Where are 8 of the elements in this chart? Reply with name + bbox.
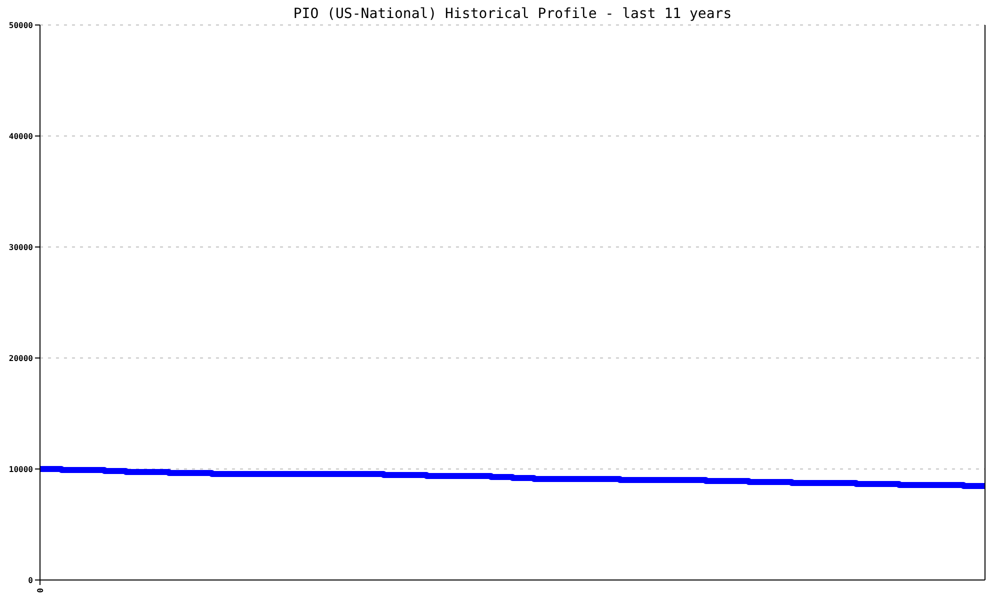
y-tick-label: 30000 [8, 242, 34, 252]
y-tick-label: 0 [28, 576, 34, 585]
y-tick-label: 50000 [8, 20, 34, 30]
y-tick-label: 40000 [8, 132, 34, 141]
y-tick-label: 10000 [8, 464, 34, 474]
chart-title: PIO (US-National) Historical Profile - last 11 years [293, 6, 732, 22]
text: 0 [36, 588, 45, 593]
y-tick-label: 20000 [8, 354, 34, 363]
